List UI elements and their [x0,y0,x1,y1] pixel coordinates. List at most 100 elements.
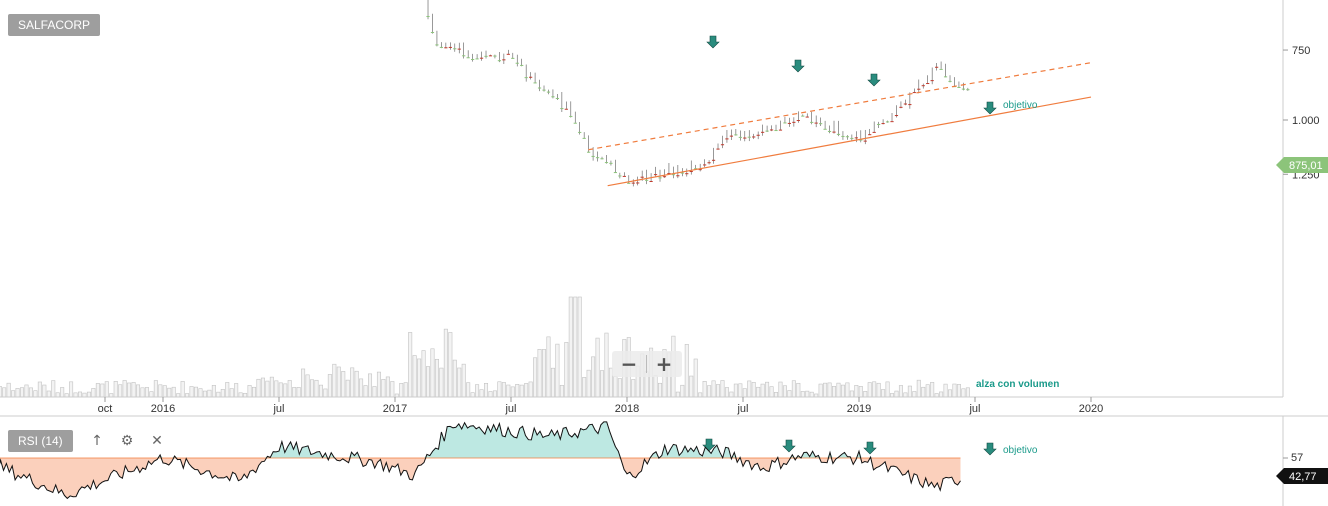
candle-body [618,175,622,177]
volume-bar [631,379,636,398]
x-tick-label: oct [98,403,113,415]
candle-body [609,162,613,164]
volume-bar [118,384,123,398]
volume-bar [229,388,234,398]
rsi-badge[interactable]: RSI (14) [8,430,73,452]
volume-bar [613,376,618,398]
zoom-out-button[interactable]: − [620,352,638,376]
close-icon[interactable]: ✕ [151,433,163,449]
candle-body [573,122,577,124]
candle-body [738,136,742,138]
volume-bar [417,358,422,398]
candle-body [850,137,854,139]
candle-body [921,85,925,87]
volume-bar [252,386,257,398]
volume-bar [515,384,520,398]
volume-bar [403,382,408,398]
volume-bar [586,369,591,398]
volume-bar [898,385,903,398]
volume-bar [890,393,895,398]
top-arrow-icon [867,73,881,87]
candle-body [694,168,698,170]
volume-bar [399,383,404,398]
volume-bar [689,375,694,398]
volume-bar [167,387,172,398]
candle-body [930,80,934,82]
volume-bar [332,363,337,398]
volume-bar [961,388,966,398]
candle-body [926,83,930,85]
volume-bar [243,392,248,398]
candle-body [752,136,756,138]
candle-body [453,48,457,50]
volume-bar [573,296,578,398]
move-up-icon[interactable]: ↑ [91,433,103,449]
top-arrow-icon [791,59,805,73]
volume-bar [55,392,60,398]
volume-bar [680,384,685,398]
candles [426,0,970,187]
volume-bar [283,383,288,398]
candle-body [555,97,559,99]
volume-bar [778,381,783,398]
volume-bar [930,382,935,398]
candle-body [595,157,600,159]
objetivo-rsi-annotation: objetivo [1003,445,1038,456]
volume-bar [104,381,109,398]
volume-bar [78,391,83,398]
volume-bar [238,392,243,398]
volume-bar [0,385,2,398]
volume-bar [604,332,609,398]
x-tick-label: 2019 [847,403,871,415]
volume-bar [881,389,886,398]
volume-bar [876,382,881,398]
volume-bar [925,384,930,398]
volume-bar [46,390,51,398]
gear-icon[interactable]: ⚙ [120,433,134,449]
volume-bar [475,384,480,398]
volume-bar [510,386,515,398]
volume-bar [318,384,323,398]
volume-bar [109,393,114,398]
volume-bar [617,378,622,398]
rsi-current-marker: 42,77 [1276,468,1328,484]
candle-body [435,44,439,46]
volume-bar [501,382,506,398]
volume-bar [903,392,908,398]
volume-bar [774,392,779,398]
volume-bar [354,370,359,398]
candle-body [645,179,649,181]
candle-body [569,115,573,117]
candle-body [827,130,832,132]
candle-body [863,140,867,142]
candle-body [636,182,640,184]
volume-bar [24,384,29,398]
volume-bar [122,380,127,398]
volume-bar [64,393,69,398]
volume-bar [782,385,787,398]
candle-body [761,131,765,133]
volume-bar [385,376,390,398]
volume-bar [33,390,38,398]
candle-body [939,68,943,70]
volume-bar [20,387,25,398]
candle-body [542,89,546,91]
candle-body [961,88,965,90]
volume-bar [426,366,431,398]
candle-body [917,88,921,90]
candle-body [564,108,568,110]
candle-body [511,57,515,59]
volume-bar [872,381,877,398]
volume-bar [840,384,845,398]
candle-body [631,182,635,184]
volume-bar [867,382,872,398]
candle-body [426,15,430,17]
candle-body [457,48,461,50]
volume-bar [827,382,832,398]
candle-body [604,162,609,164]
volume-bar [698,392,703,398]
volume-bar [127,382,132,398]
zoom-in-button[interactable]: + [655,352,673,376]
volume-bar [372,386,377,398]
